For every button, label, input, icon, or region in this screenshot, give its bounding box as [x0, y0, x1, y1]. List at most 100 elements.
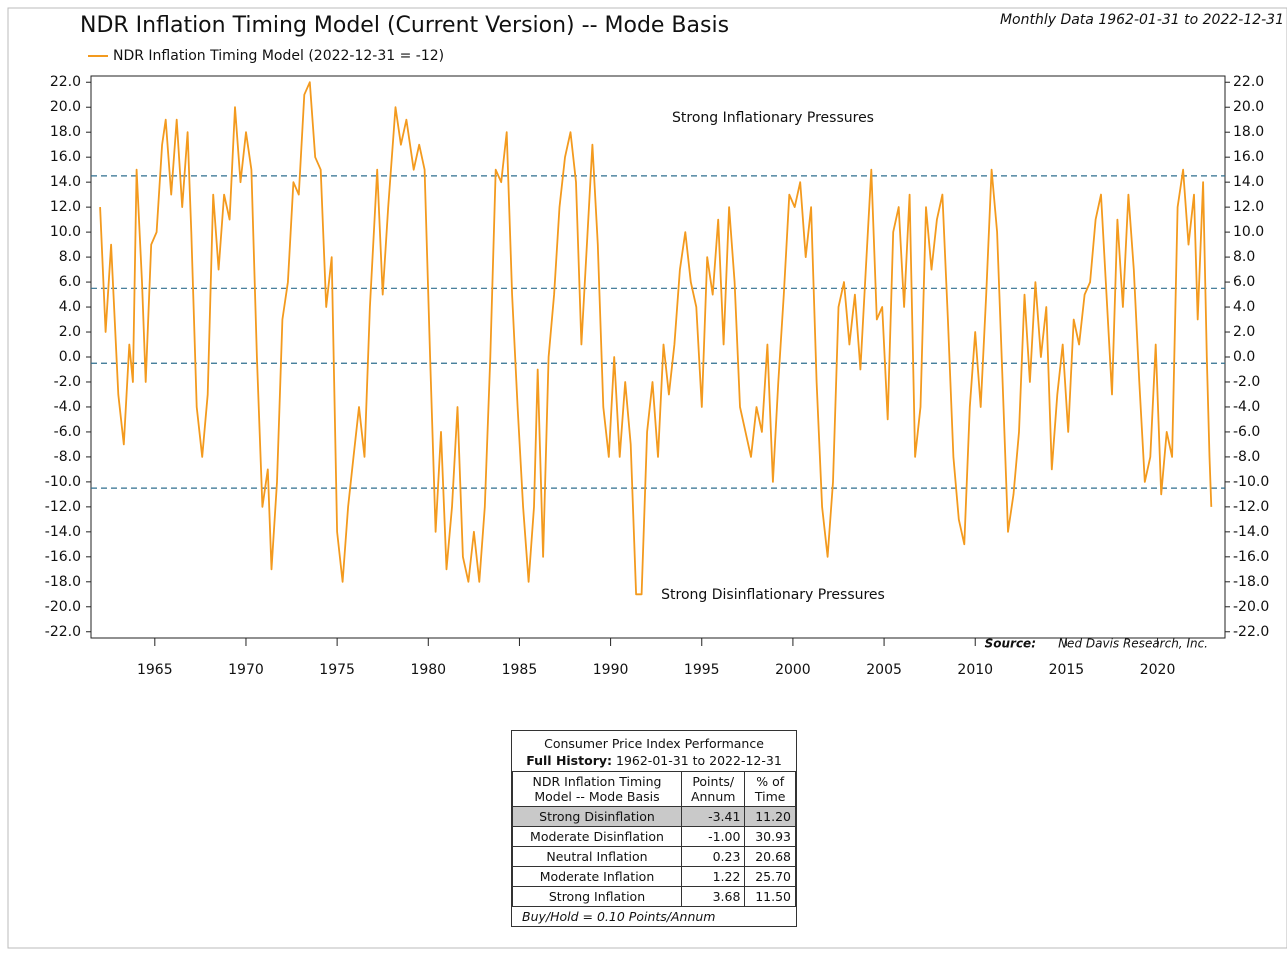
y2-tick-label: -2.0 — [1233, 374, 1260, 390]
y-tick-label: 14.0 — [50, 174, 81, 190]
y-tick-label: 8.0 — [59, 249, 81, 265]
x-tick-label: 2000 — [775, 662, 811, 678]
y2-tick-label: 6.0 — [1233, 274, 1255, 290]
y-tick-label: -4.0 — [54, 399, 81, 415]
table-cell: Moderate Inflation — [512, 866, 682, 887]
y2-tick-label: 14.0 — [1233, 174, 1264, 190]
y-tick-label: -18.0 — [45, 574, 81, 590]
y2-tick-label: -4.0 — [1233, 399, 1260, 415]
table-cell: -1.00 — [680, 826, 746, 847]
y2-tick-label: -10.0 — [1233, 474, 1269, 490]
y-tick-label: -14.0 — [45, 524, 81, 540]
y2-tick-label: -14.0 — [1233, 524, 1269, 540]
y2-tick-label: -20.0 — [1233, 599, 1269, 615]
y-tick-label: 10.0 — [50, 224, 81, 240]
x-tick-label: 1980 — [410, 662, 446, 678]
y2-tick-label: 0.0 — [1233, 349, 1255, 365]
table-cell: 25.70 — [744, 866, 796, 887]
table-cell: 11.20 — [744, 806, 796, 827]
table-cell: 3.68 — [680, 886, 746, 907]
table-row: Strong Disinflation -3.41 11.20 — [512, 806, 796, 827]
x-tick-label: 1985 — [502, 662, 538, 678]
table-cell: 0.23 — [680, 846, 746, 867]
y2-tick-label: 4.0 — [1233, 299, 1255, 315]
x-tick-label: 2015 — [1049, 662, 1085, 678]
source-label: Source: — [985, 637, 1036, 651]
frame — [7, 7, 1287, 949]
y2-tick-label: 18.0 — [1233, 124, 1264, 140]
x-tick-label: 2020 — [1140, 662, 1176, 678]
y-tick-label: -16.0 — [45, 549, 81, 565]
series-line — [99, 81, 1213, 596]
annotation: Strong Inflationary Pressures — [672, 110, 874, 126]
table-header: Consumer Price Index Performance Full Hi… — [512, 731, 796, 771]
table-cell: Strong Disinflation — [512, 806, 682, 827]
table-cell: Moderate Disinflation — [512, 826, 682, 847]
y2-tick-label: -22.0 — [1233, 624, 1269, 640]
history-label: Full History: — [526, 753, 613, 768]
column-header: Points/ Annum — [680, 771, 746, 807]
table-footer: Buy/Hold = 0.10 Points/Annum — [522, 909, 716, 924]
y-tick-label: 0.0 — [59, 349, 81, 365]
y-tick-label: 16.0 — [50, 149, 81, 165]
x-tick-label: 1965 — [137, 662, 173, 678]
x-tick-label: 1995 — [684, 662, 720, 678]
y2-tick-label: 10.0 — [1233, 224, 1264, 240]
y-tick-label: -10.0 — [45, 474, 81, 490]
y2-tick-label: 12.0 — [1233, 199, 1264, 215]
y2-tick-label: -8.0 — [1233, 449, 1260, 465]
table-cell: Strong Inflation — [512, 886, 682, 907]
column-header: % of Time — [744, 771, 796, 807]
y-tick-label: 22.0 — [50, 74, 81, 90]
table-row: Moderate Disinflation -1.00 30.93 — [512, 826, 796, 847]
table-title: Consumer Price Index Performance — [544, 736, 764, 751]
y-tick-label: -22.0 — [45, 624, 81, 640]
performance-table: Consumer Price Index Performance Full Hi… — [511, 730, 797, 927]
y-tick-label: -6.0 — [54, 424, 81, 440]
table-row: Strong Inflation 3.68 11.50 — [512, 886, 796, 907]
table-cell: Neutral Inflation — [512, 846, 682, 867]
y-tick-label: 12.0 — [50, 199, 81, 215]
y-tick-label: -8.0 — [54, 449, 81, 465]
source: Ned Davis Research, Inc. — [1058, 637, 1208, 651]
y-tick-label: -2.0 — [54, 374, 81, 390]
y2-tick-label: -6.0 — [1233, 424, 1260, 440]
y-tick-label: -12.0 — [45, 499, 81, 515]
y2-tick-label: -16.0 — [1233, 549, 1269, 565]
plot-area — [90, 75, 1226, 639]
y-tick-label: 2.0 — [59, 324, 81, 340]
table-row: Neutral Inflation 0.23 20.68 — [512, 846, 796, 867]
y-tick-label: 6.0 — [59, 274, 81, 290]
chart-subtitle: Monthly Data 1962-01-31 to 2022-12-31 — [1000, 12, 1284, 28]
y2-tick-label: 8.0 — [1233, 249, 1255, 265]
table-cell: 11.50 — [744, 886, 796, 907]
x-tick-label: 1970 — [228, 662, 264, 678]
y2-tick-label: 2.0 — [1233, 324, 1255, 340]
x-tick-label: 1990 — [593, 662, 629, 678]
history-range: 1962-01-31 to 2022-12-31 — [616, 753, 782, 768]
table-cell: 30.93 — [744, 826, 796, 847]
table-cell: 1.22 — [680, 866, 746, 887]
x-tick-label: 1975 — [319, 662, 355, 678]
chart-title: NDR Inflation Timing Model (Current Vers… — [80, 13, 729, 38]
table-cell: 20.68 — [744, 846, 796, 867]
annotation: Strong Disinflationary Pressures — [661, 587, 885, 603]
y2-tick-label: -12.0 — [1233, 499, 1269, 515]
table: NDR Inflation Timing Model -- Mode Basis… — [512, 771, 796, 907]
column-header: NDR Inflation Timing Model -- Mode Basis — [512, 771, 682, 807]
y-tick-label: 4.0 — [59, 299, 81, 315]
y2-tick-label: 16.0 — [1233, 149, 1264, 165]
y2-tick-label: 22.0 — [1233, 74, 1264, 90]
y-tick-label: 20.0 — [50, 99, 81, 115]
y2-tick-label: -18.0 — [1233, 574, 1269, 590]
table-row: Moderate Inflation 1.22 25.70 — [512, 866, 796, 887]
x-tick-label: 2005 — [866, 662, 902, 678]
legend-label: NDR Inflation Timing Model (2022-12-31 =… — [113, 48, 444, 64]
x-tick-label: 2010 — [957, 662, 993, 678]
y-tick-label: 18.0 — [50, 124, 81, 140]
y-tick-label: -20.0 — [45, 599, 81, 615]
y2-tick-label: 20.0 — [1233, 99, 1264, 115]
table-cell: -3.41 — [680, 806, 746, 827]
